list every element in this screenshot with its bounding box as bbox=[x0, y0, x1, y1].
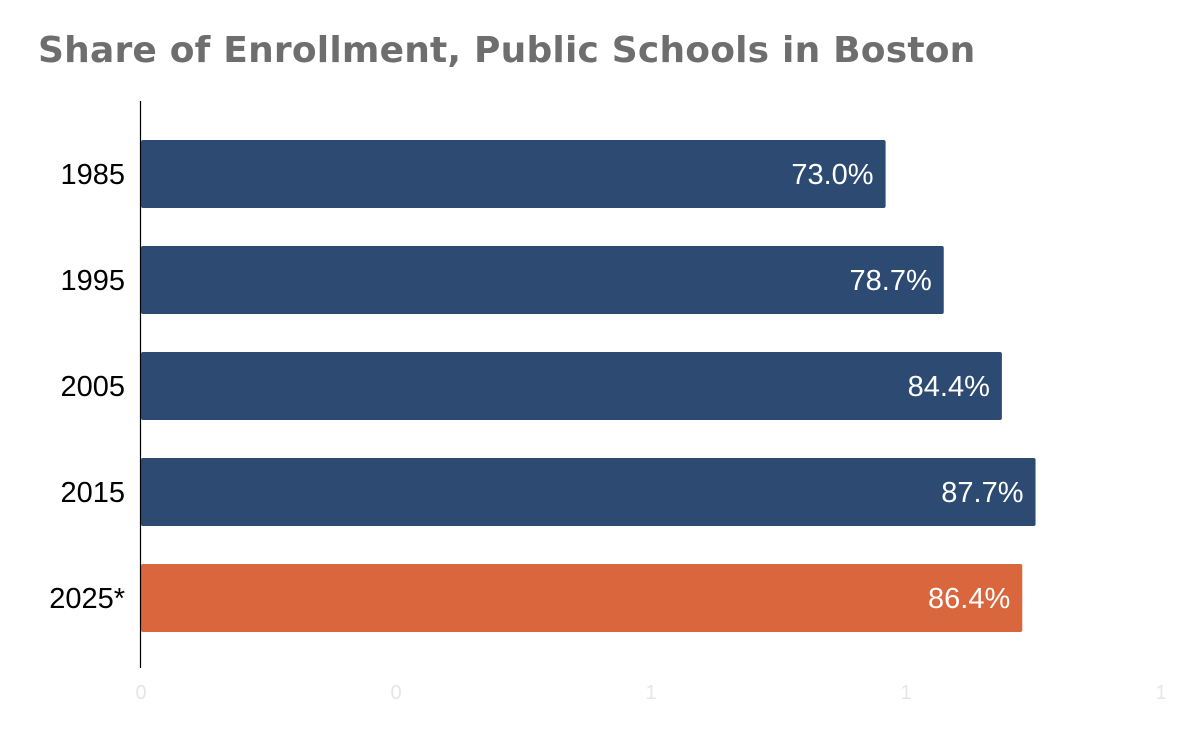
bar-value-label: 84.4% bbox=[908, 371, 990, 403]
bars-layer: 73.0% 78.7% 84.4% 87.7% 86.4% bbox=[141, 140, 1036, 632]
x-tick-label: 1 bbox=[645, 682, 656, 704]
bar-1985 bbox=[141, 140, 886, 208]
category-label: 2015 bbox=[60, 477, 125, 509]
category-label: 2005 bbox=[60, 371, 125, 403]
bar-value-label: 87.7% bbox=[941, 477, 1023, 509]
chart-title: Share of Enrollment, Public Schools in B… bbox=[38, 30, 976, 71]
x-tick-label: 0 bbox=[390, 682, 401, 704]
x-tick-label: 1 bbox=[900, 682, 911, 704]
category-label: 1985 bbox=[60, 159, 125, 191]
bar-2015 bbox=[141, 458, 1036, 526]
bar-value-label: 78.7% bbox=[850, 265, 932, 297]
x-tick-labels: 0 0 1 1 1 bbox=[135, 682, 1166, 704]
bar-value-label: 86.4% bbox=[928, 583, 1010, 615]
x-tick-label: 1 bbox=[1155, 682, 1166, 704]
bar-2005 bbox=[141, 352, 1002, 420]
category-label: 2025* bbox=[49, 583, 125, 615]
bar-value-label: 73.0% bbox=[791, 159, 873, 191]
category-labels: 1985 1995 2005 2015 2025* bbox=[49, 159, 125, 615]
x-tick-label: 0 bbox=[135, 682, 146, 704]
category-label: 1995 bbox=[60, 265, 125, 297]
bar-2025* bbox=[141, 564, 1023, 632]
bar-1995 bbox=[141, 246, 944, 314]
